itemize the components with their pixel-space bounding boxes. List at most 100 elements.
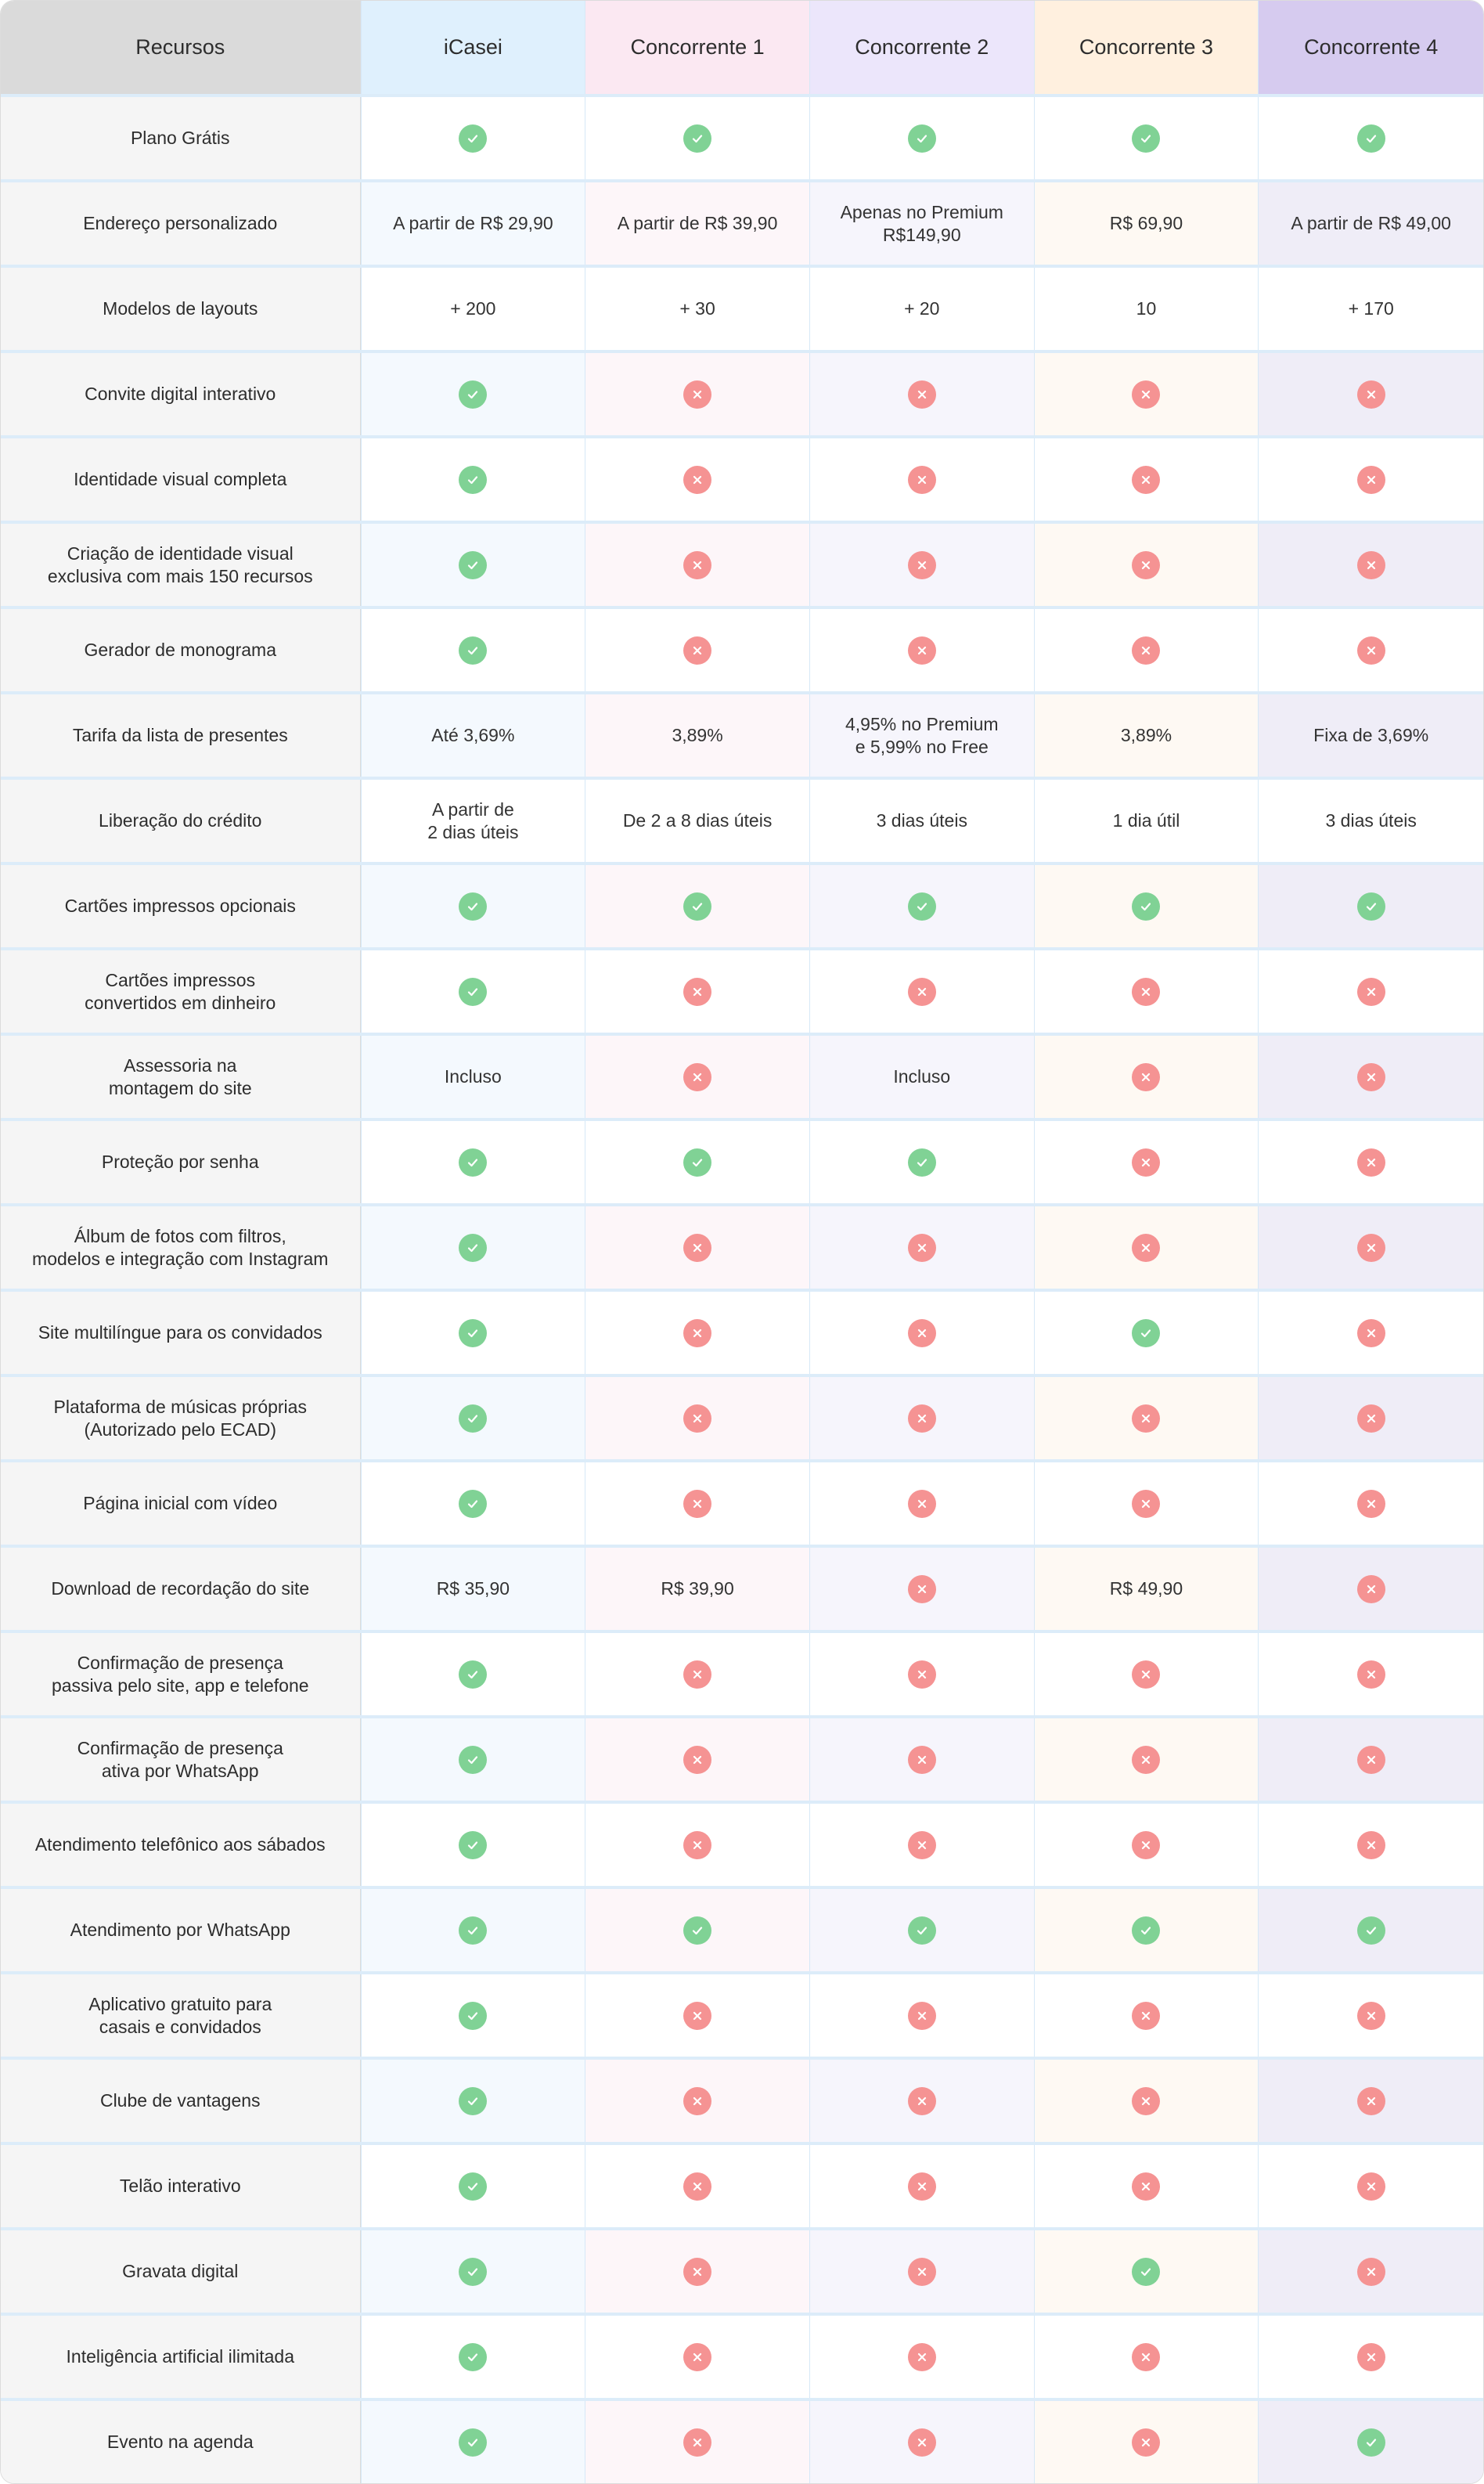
table-body: Plano Grátis Endereço personalizado A pa…: [1, 94, 1483, 2483]
cell-concorrente-4: [1258, 1121, 1483, 1203]
cell-concorrente-3: [1033, 1633, 1259, 1715]
cell-concorrente-2: [809, 1804, 1034, 1886]
cell-value: 3 dias úteis: [1325, 810, 1417, 831]
cell-icasei: [360, 865, 585, 947]
check-circle-icon: [907, 1916, 936, 1945]
check-circle-icon: [907, 892, 936, 921]
feature-text: Telão interativo: [119, 2176, 241, 2196]
cell-icasei: [360, 1718, 585, 1801]
cell-concorrente-3: [1033, 1889, 1259, 1971]
cell-icasei: A partir de 2 dias úteis: [360, 780, 585, 862]
table-row: Cartões impressos convertidos em dinheir…: [1, 947, 1483, 1033]
check-circle-icon: [1132, 124, 1161, 153]
cell-concorrente-1: [585, 1974, 809, 2057]
x-circle-icon: [907, 636, 936, 665]
x-circle-icon: [683, 636, 712, 665]
x-circle-icon: [1356, 1745, 1385, 1774]
cell-value: A partir de R$ 49,00: [1291, 213, 1451, 233]
cell-concorrente-1: [585, 524, 809, 606]
check-circle-icon: [459, 124, 488, 153]
cell-concorrente-4: [1258, 1548, 1483, 1630]
x-circle-icon: [683, 380, 712, 409]
check-circle-icon: [459, 2001, 488, 2030]
cell-icasei: [360, 2316, 585, 2398]
cell-icasei: [360, 1633, 585, 1715]
feature-label: Gravata digital: [1, 2230, 361, 2313]
x-circle-icon: [1132, 1660, 1161, 1689]
cell-concorrente-1: + 30: [585, 268, 809, 350]
cell-concorrente-2: [809, 950, 1034, 1033]
cell-concorrente-2: [809, 2060, 1034, 2142]
feature-label: Página inicial com vídeo: [1, 1462, 361, 1545]
table-row: Álbum de fotos com filtros, modelos e in…: [1, 1203, 1483, 1289]
cell-concorrente-3: 1 dia útil: [1033, 780, 1259, 862]
x-circle-icon: [907, 2086, 936, 2115]
check-circle-icon: [459, 977, 488, 1006]
cell-value: 3,89%: [672, 725, 723, 745]
x-circle-icon: [1132, 636, 1161, 665]
x-circle-icon: [683, 1233, 712, 1262]
check-circle-icon: [459, 550, 488, 579]
table-row: Endereço personalizado A partir de R$ 29…: [1, 179, 1483, 265]
table-row: Plano Grátis: [1, 94, 1483, 179]
feature-label: Liberação do crédito: [1, 780, 361, 862]
cell-icasei: Até 3,69%: [360, 694, 585, 777]
cell-value: 4,95% no Premium e 5,99% no Free: [845, 713, 999, 757]
cell-concorrente-4: [1258, 1718, 1483, 1801]
feature-label: Assessoria na montagem do site: [1, 1036, 361, 1118]
cell-concorrente-1: [585, 950, 809, 1033]
x-circle-icon: [1356, 2257, 1385, 2286]
feature-label: Cartões impressos convertidos em dinheir…: [1, 950, 361, 1033]
table-row: Atendimento por WhatsApp: [1, 1886, 1483, 1971]
x-circle-icon: [683, 2342, 712, 2371]
cell-concorrente-4: [1258, 2060, 1483, 2142]
cell-concorrente-2: [809, 2316, 1034, 2398]
x-circle-icon: [907, 2428, 936, 2457]
check-circle-icon: [683, 892, 712, 921]
header-concorrente-4: Concorrente 4: [1258, 1, 1483, 94]
cell-concorrente-2: [809, 1292, 1034, 1374]
cell-concorrente-3: [1033, 2316, 1259, 2398]
x-circle-icon: [907, 2001, 936, 2030]
feature-label: Clube de vantagens: [1, 2060, 361, 2142]
x-circle-icon: [907, 2172, 936, 2201]
x-circle-icon: [1356, 1062, 1385, 1091]
check-circle-icon: [683, 1148, 712, 1177]
cell-concorrente-4: [1258, 865, 1483, 947]
x-circle-icon: [683, 1318, 712, 1347]
cell-concorrente-4: + 170: [1258, 268, 1483, 350]
cell-concorrente-4: [1258, 2145, 1483, 2227]
cell-concorrente-4: [1258, 1292, 1483, 1374]
table-row: Confirmação de presença passiva pelo sit…: [1, 1630, 1483, 1715]
cell-concorrente-1: [585, 2060, 809, 2142]
cell-value: De 2 a 8 dias úteis: [622, 810, 773, 831]
check-circle-icon: [683, 1916, 712, 1945]
cell-concorrente-3: [1033, 97, 1259, 179]
cell-icasei: [360, 2060, 585, 2142]
cell-icasei: [360, 1121, 585, 1203]
cell-icasei: [360, 97, 585, 179]
cell-concorrente-4: [1258, 2401, 1483, 2483]
feature-label: Convite digital interativo: [1, 353, 361, 435]
table-row: Convite digital interativo: [1, 350, 1483, 435]
cell-concorrente-2: + 20: [809, 268, 1034, 350]
x-circle-icon: [1356, 1660, 1385, 1689]
x-circle-icon: [1132, 1148, 1161, 1177]
feature-text: Plataforma de músicas próprias (Autoriza…: [53, 1396, 307, 1440]
feature-text: Cartões impressos convertidos em dinheir…: [85, 969, 276, 1013]
cell-concorrente-1: A partir de R$ 39,90: [585, 182, 809, 265]
cell-concorrente-3: [1033, 865, 1259, 947]
cell-concorrente-2: [809, 1889, 1034, 1971]
x-circle-icon: [1356, 1233, 1385, 1262]
cell-icasei: [360, 1889, 585, 1971]
x-circle-icon: [683, 1062, 712, 1091]
cell-concorrente-3: [1033, 1718, 1259, 1801]
cell-concorrente-2: [809, 609, 1034, 691]
cell-icasei: [360, 438, 585, 521]
check-circle-icon: [1132, 1916, 1161, 1945]
x-circle-icon: [683, 1830, 712, 1859]
feature-label: Álbum de fotos com filtros, modelos e in…: [1, 1206, 361, 1289]
cell-concorrente-3: [1033, 1121, 1259, 1203]
feature-text: Atendimento por WhatsApp: [70, 1920, 290, 1940]
cell-concorrente-1: [585, 2230, 809, 2313]
